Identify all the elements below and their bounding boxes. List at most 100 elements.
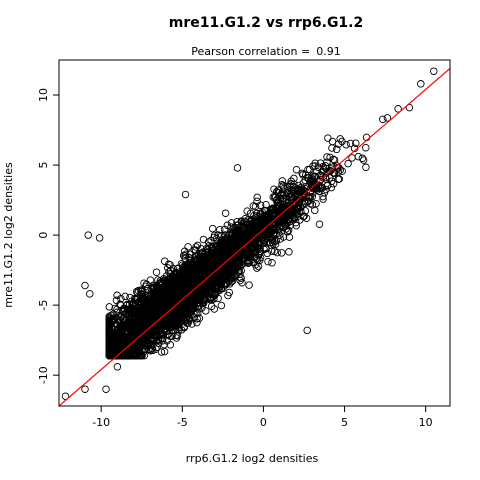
data-point: [394, 105, 402, 113]
data-point: [162, 272, 171, 280]
outlier-point: [233, 164, 242, 172]
data-point: [181, 250, 190, 259]
data-point: [260, 239, 268, 247]
data-point: [128, 324, 137, 333]
data-point: [135, 310, 144, 319]
data-point: [227, 219, 236, 227]
data-point: [148, 303, 156, 312]
data-point: [270, 247, 279, 255]
data-point: [334, 168, 343, 176]
y-tick-label: 5: [37, 162, 50, 169]
data-point: [176, 308, 185, 316]
data-point: [210, 258, 218, 266]
data-point: [188, 291, 196, 300]
y-tick-label: 0: [37, 232, 50, 239]
data-point: [177, 313, 185, 322]
data-point: [277, 249, 286, 257]
data-point: [256, 253, 265, 262]
data-point: [323, 153, 331, 161]
pearson-prefix: Pearson correlation =: [191, 45, 310, 58]
outlier-point: [417, 80, 425, 88]
data-point: [222, 246, 230, 254]
data-point: [321, 173, 330, 182]
data-point: [151, 288, 160, 297]
data-point: [270, 185, 278, 193]
data-point: [113, 337, 121, 346]
data-point: [249, 233, 257, 241]
fit-line: [59, 67, 450, 406]
data-point: [200, 258, 208, 266]
data-point: [166, 286, 174, 294]
data-point: [254, 217, 263, 225]
data-point: [111, 304, 119, 313]
data-point: [243, 250, 252, 258]
outlier-point: [81, 385, 89, 393]
data-point: [144, 333, 152, 341]
data-point: [362, 163, 370, 172]
data-point: [139, 319, 148, 328]
data-point: [287, 191, 296, 200]
data-point: [383, 114, 392, 122]
data-point: [105, 324, 114, 333]
data-point: [191, 246, 200, 254]
data-point: [190, 313, 199, 321]
data-point: [278, 177, 287, 185]
data-point: [140, 279, 148, 287]
data-point: [269, 193, 277, 201]
data-point: [260, 245, 268, 254]
data-point: [309, 181, 317, 189]
data-point: [316, 171, 325, 179]
data-point: [220, 251, 228, 259]
data-point: [256, 215, 265, 224]
data-point: [287, 196, 296, 205]
data-point: [202, 275, 211, 284]
data-point: [137, 287, 145, 296]
data-point: [126, 293, 134, 302]
data-point: [333, 162, 341, 170]
data-point: [149, 284, 158, 292]
data-point: [238, 260, 246, 268]
data-point: [184, 272, 193, 280]
data-point: [132, 329, 141, 338]
outlier-point: [405, 103, 414, 112]
data-point: [298, 169, 306, 178]
data-point: [143, 285, 152, 293]
data-point: [224, 277, 233, 285]
data-point: [105, 303, 114, 311]
data-point: [136, 310, 145, 318]
data-point: [181, 304, 190, 312]
data-point: [110, 325, 118, 334]
data-point: [268, 238, 277, 247]
data-point: [256, 248, 264, 256]
data-point: [269, 211, 277, 219]
data-point: [190, 268, 198, 276]
x-axis-label: rrp6.G1.2 log2 densities: [186, 452, 319, 465]
data-point: [211, 272, 220, 281]
data-point: [138, 351, 146, 360]
data-point: [109, 335, 118, 343]
data-point: [327, 165, 335, 173]
data-point: [315, 220, 324, 228]
data-point: [296, 188, 305, 197]
data-point: [352, 139, 360, 147]
data-point: [264, 257, 272, 266]
data-point: [232, 228, 240, 237]
data-point: [167, 317, 175, 326]
data-point: [123, 347, 132, 356]
data-point: [344, 159, 352, 168]
outlier-point: [81, 281, 89, 290]
data-point: [290, 180, 298, 188]
data-point: [137, 340, 145, 348]
outlier-point: [303, 326, 311, 335]
data-point: [244, 249, 253, 257]
data-point: [125, 332, 133, 340]
data-point: [250, 212, 258, 220]
data-point: [274, 186, 282, 194]
data-point: [207, 236, 215, 245]
data-point: [274, 225, 282, 234]
data-point: [132, 287, 141, 296]
data-point: [195, 295, 204, 303]
data-point: [227, 278, 236, 286]
data-point: [282, 218, 290, 226]
